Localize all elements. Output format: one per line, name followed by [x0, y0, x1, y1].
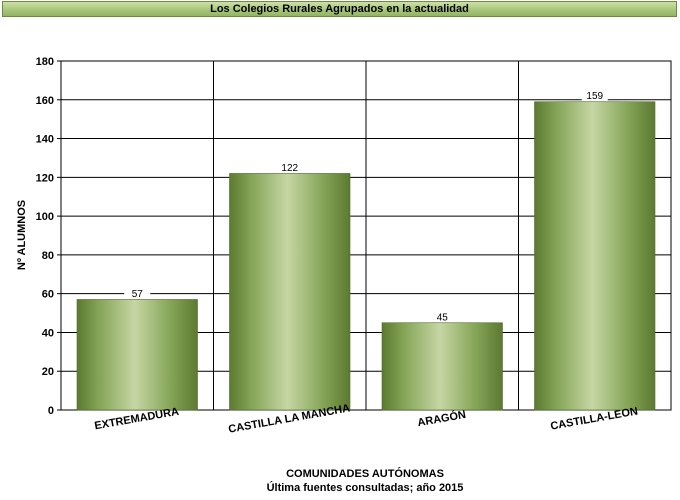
- x-tick-label: ARAGÓN: [416, 408, 466, 429]
- chart-note: Última fuentes consultadas; año 2015: [267, 481, 464, 494]
- bar: [229, 173, 351, 411]
- data-label-bg: [124, 288, 151, 299]
- y-tick-label: 20: [42, 366, 54, 378]
- bar: [76, 299, 198, 411]
- y-axis-title: Nº ALUMNOS: [16, 200, 28, 270]
- y-tick-label: 80: [42, 250, 54, 262]
- chart-title: Los Colegios Rurales Agrupados en la act…: [210, 3, 469, 15]
- data-label-bg: [581, 90, 608, 101]
- data-label-bg: [276, 162, 303, 173]
- data-label: 57: [132, 289, 144, 300]
- bar: [534, 101, 656, 411]
- y-tick-label: 140: [36, 134, 54, 146]
- data-label: 45: [437, 312, 449, 323]
- y-tick-label: 160: [36, 95, 54, 107]
- y-tick-label: 40: [42, 327, 54, 339]
- data-label: 122: [281, 163, 298, 174]
- chart-title-bar: Los Colegios Rurales Agrupados en la act…: [2, 1, 677, 17]
- y-tick-label: 100: [36, 211, 54, 223]
- x-axis-title: COMUNIDADES AUTÓNOMAS: [286, 467, 444, 480]
- y-tick-label: 60: [42, 289, 54, 301]
- data-label-bg: [429, 311, 456, 322]
- bar: [381, 322, 503, 411]
- y-tick-label: 180: [36, 56, 54, 68]
- bars: 57 122 45 159: [76, 90, 656, 411]
- y-tick-label: 120: [36, 172, 54, 184]
- y-tick-label: 0: [48, 405, 54, 417]
- data-label: 159: [586, 91, 603, 102]
